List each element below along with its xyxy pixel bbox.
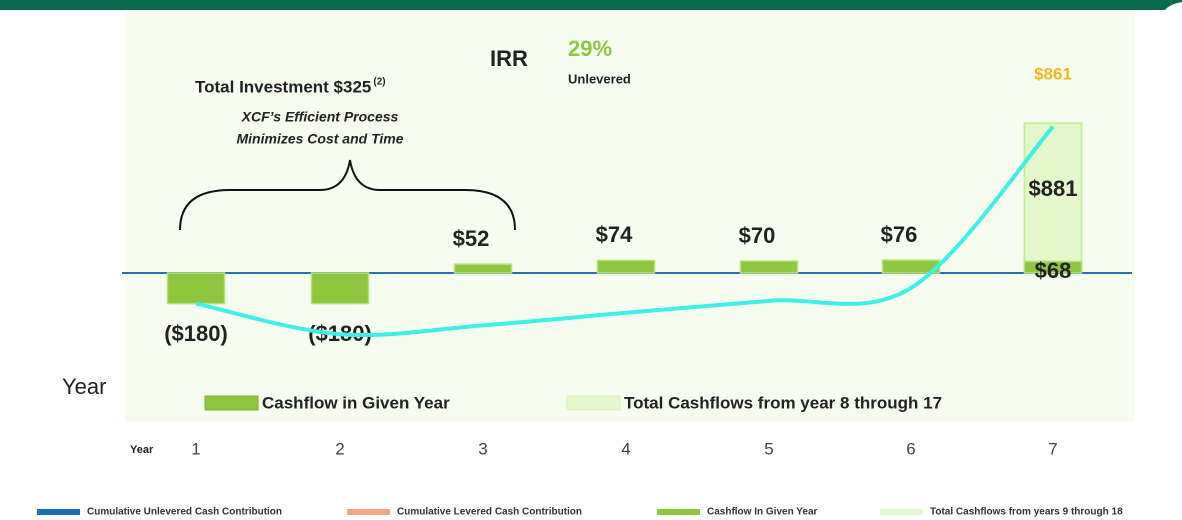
- brace: [179, 159, 516, 231]
- value-label: $74: [596, 222, 633, 247]
- footer-legend-swatch: [880, 509, 923, 515]
- legend-swatch: [566, 395, 621, 411]
- line-label: $861: [1034, 64, 1072, 83]
- bar: [453, 263, 513, 274]
- x-tick-label: 4: [621, 439, 630, 458]
- footer-legend-label: Cashflow In Given Year: [707, 507, 818, 518]
- plot-background: [125, 12, 1135, 422]
- value-label: $52: [453, 226, 490, 251]
- footer-legend-label: Cumulative Unlevered Cash Contribution: [87, 507, 282, 518]
- value-label: $70: [739, 223, 776, 248]
- bar: [596, 259, 656, 274]
- x-tick-label: 7: [1048, 439, 1057, 458]
- investment-title: Total Investment $325: [195, 77, 371, 96]
- irr-value: 29%: [568, 36, 612, 61]
- legend-label: Cashflow in Given Year: [262, 393, 450, 412]
- footer-legend-swatch: [347, 509, 390, 515]
- axis-label: Year: [62, 374, 106, 399]
- bar: [310, 272, 370, 305]
- value-label: $68: [1035, 258, 1072, 283]
- x-tick-label: 3: [478, 439, 487, 458]
- footer-legend-swatch: [37, 509, 80, 515]
- footer-legend-label: Cumulative Levered Cash Contribution: [397, 507, 582, 518]
- investment-subtitle: XCF’s Efficient Process: [241, 109, 399, 125]
- top-band: [0, 0, 1182, 10]
- investment-subtitle: Minimizes Cost and Time: [237, 131, 404, 147]
- x-tick-label: 5: [764, 439, 773, 458]
- irr-note: Unlevered: [568, 71, 631, 86]
- investment-footnote: (2): [373, 77, 385, 88]
- value-label: $76: [881, 222, 918, 247]
- x-tick-label: 1: [191, 439, 200, 458]
- footer-legend-label: Total Cashflows from years 9 through 18: [930, 507, 1123, 518]
- legend-label: Total Cashflows from year 8 through 17: [624, 393, 942, 412]
- bar: [739, 260, 799, 274]
- x-label: Year: [130, 444, 154, 456]
- irr-label: IRR: [490, 46, 528, 71]
- bar: [166, 272, 226, 305]
- x-tick-label: 2: [335, 439, 344, 458]
- total-label: $881: [1029, 176, 1078, 201]
- bar: [1023, 260, 1083, 274]
- legend-swatch: [204, 395, 259, 411]
- value-label: ($180): [164, 321, 228, 346]
- footer-legend-swatch: [657, 509, 700, 515]
- cumulative-line: [195, 125, 1055, 338]
- x-tick-label: 6: [906, 439, 915, 458]
